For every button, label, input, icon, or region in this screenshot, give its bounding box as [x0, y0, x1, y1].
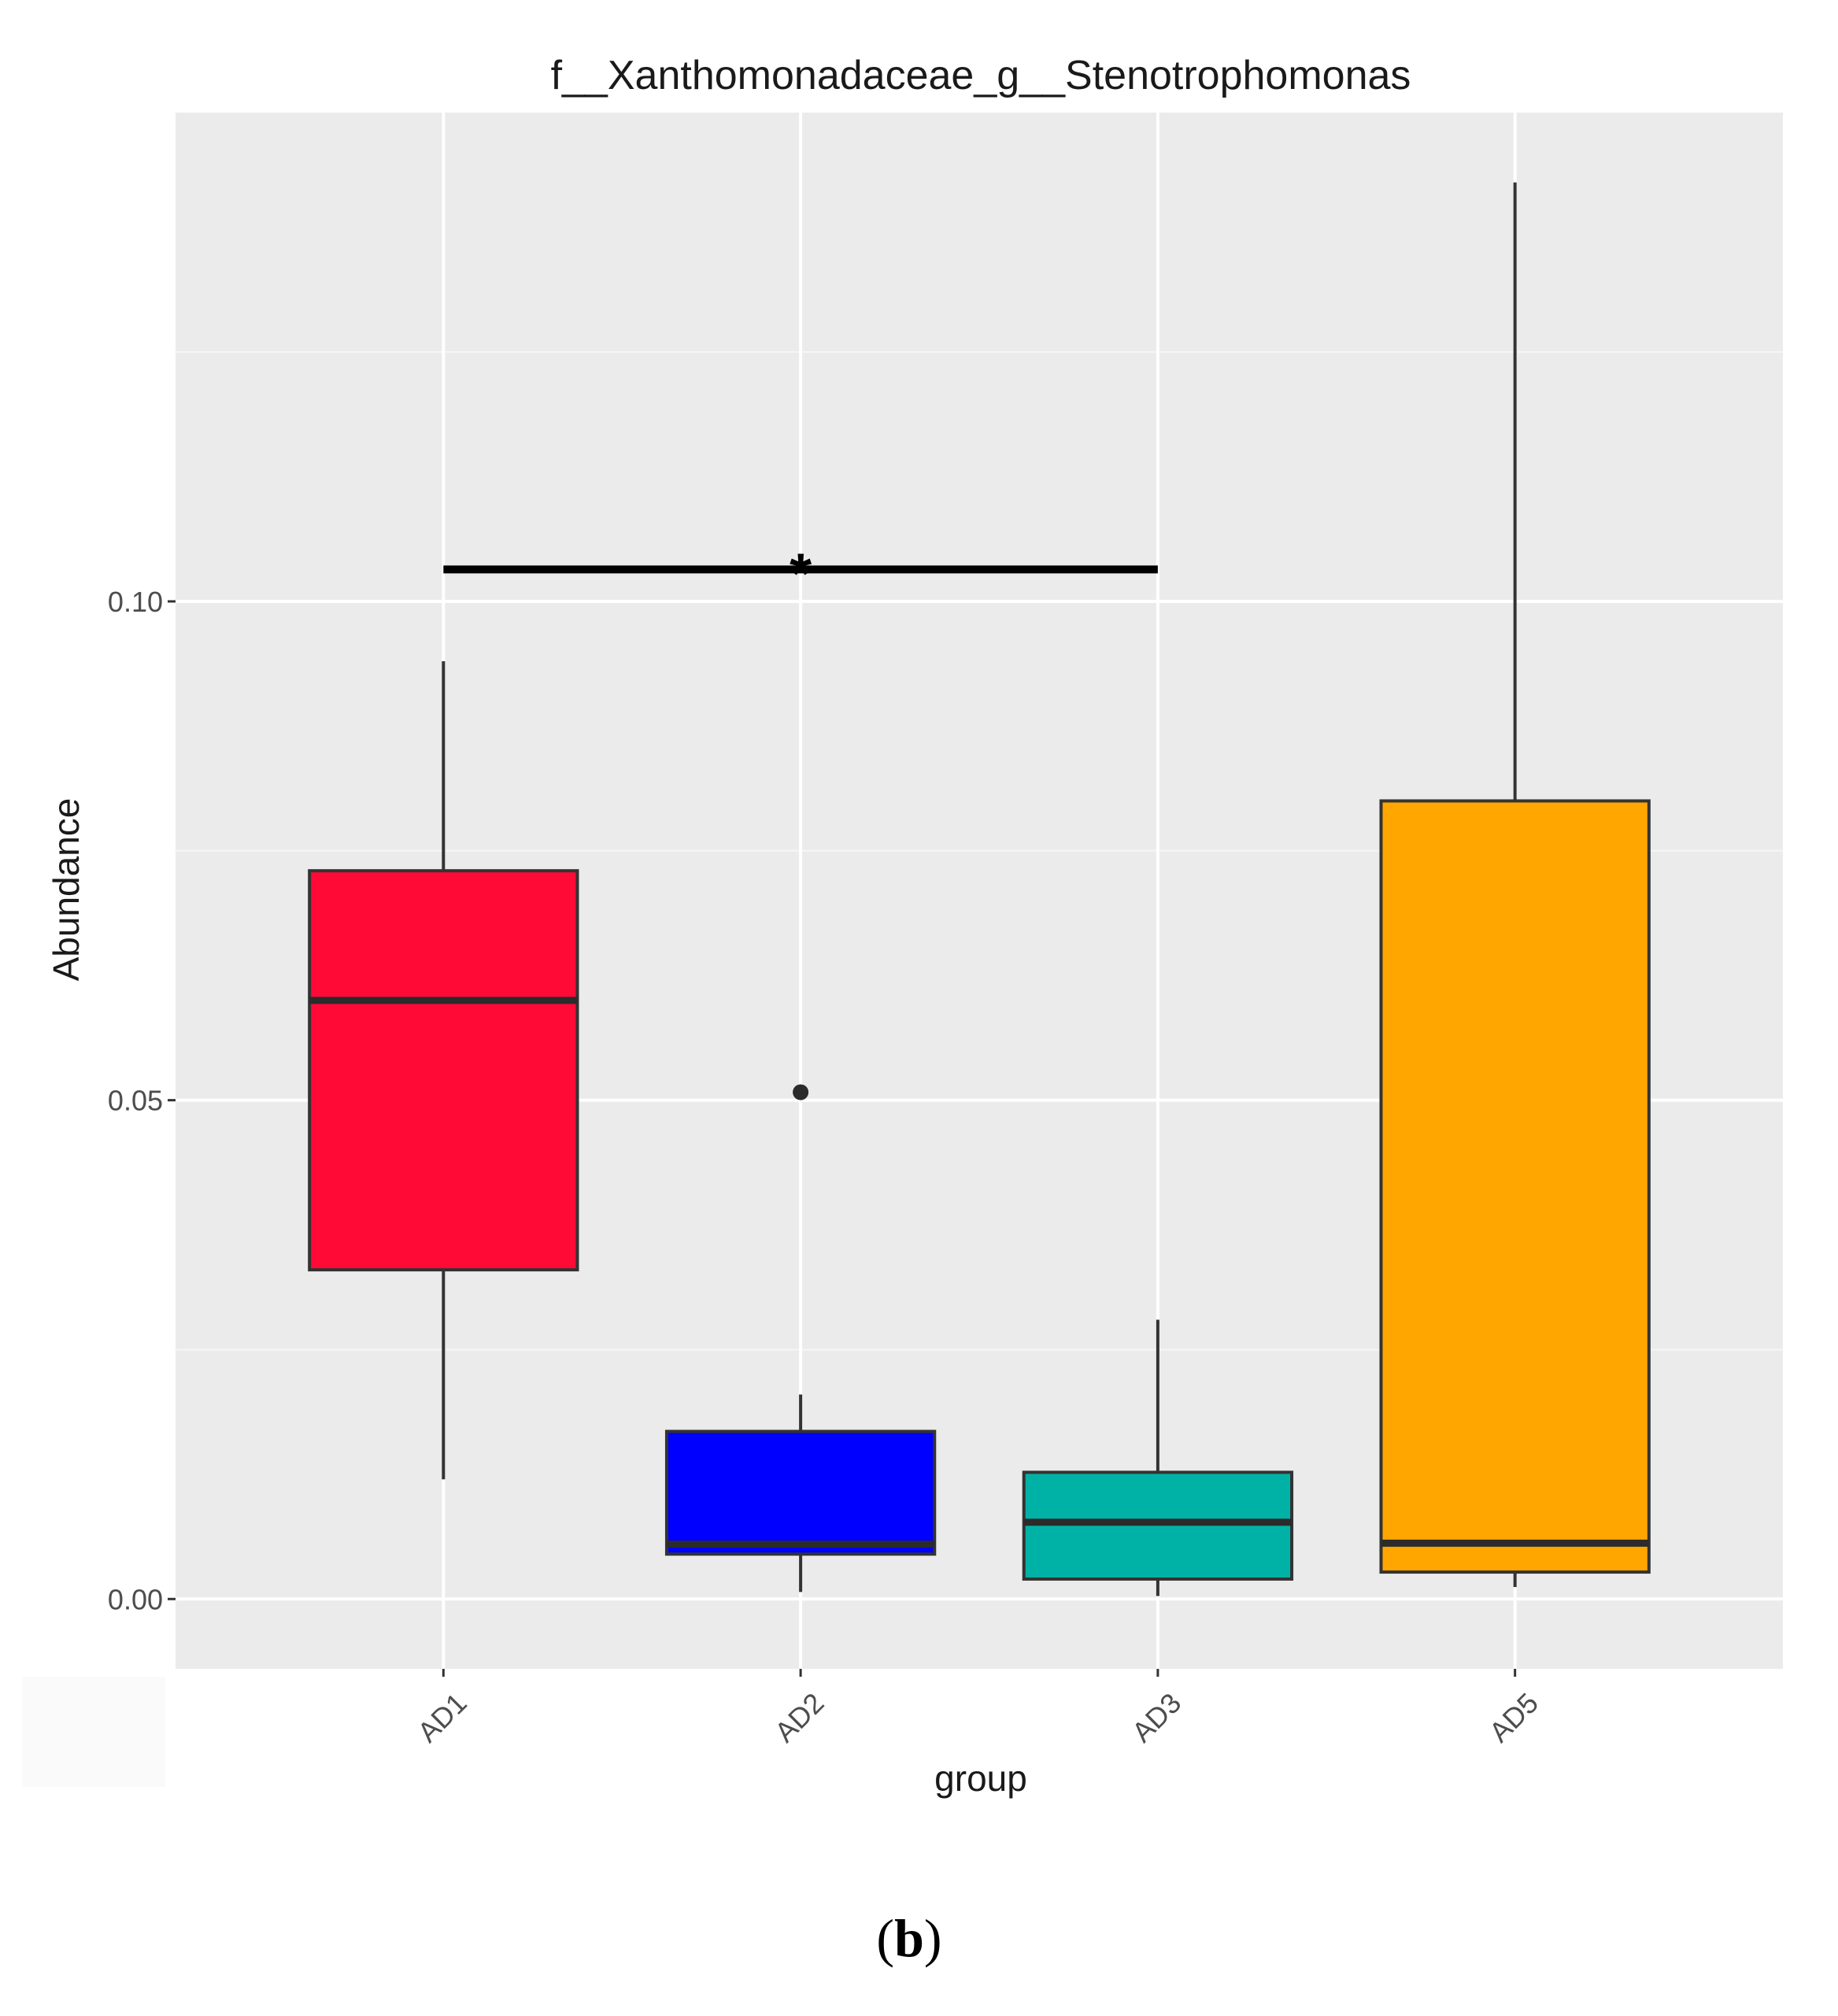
y-tick-label: 0.05	[108, 1085, 163, 1117]
chart-title: f__Xanthomonadaceae_g__Stenotrophomonas	[551, 53, 1411, 98]
blank-inset	[22, 1677, 165, 1787]
box-body	[664, 1430, 937, 1556]
box-ad3	[1022, 1319, 1294, 1596]
box-ad2	[664, 1084, 937, 1592]
y-axis-title: Abundance	[46, 798, 87, 982]
significance-annotation: *	[443, 542, 1158, 605]
box-body	[1379, 799, 1651, 1574]
outlier-point	[793, 1084, 809, 1100]
caption-close-paren: )	[924, 1908, 942, 1968]
box-ad5	[1379, 182, 1651, 1588]
y-axis: 0.00 0.05 0.10	[108, 586, 176, 1615]
box-series	[308, 182, 1651, 1596]
caption-open-paren: (	[876, 1908, 894, 1968]
x-axis-title: group	[934, 1758, 1027, 1799]
y-tick-label: 0.10	[108, 586, 163, 618]
box-body	[308, 869, 579, 1272]
y-tick-label: 0.00	[108, 1583, 163, 1615]
significance-label: *	[790, 542, 812, 605]
caption-letter: b	[894, 1908, 924, 1968]
box-ad1	[308, 661, 579, 1480]
figure-caption: (b)	[876, 1908, 941, 1968]
